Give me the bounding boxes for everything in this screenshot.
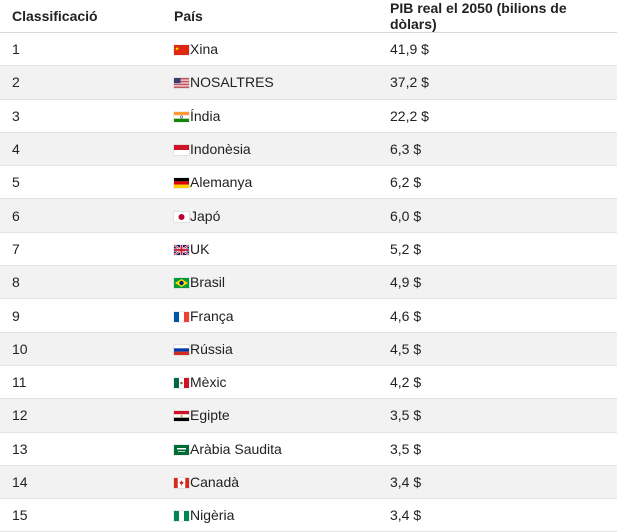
country-name: Xina [190,41,219,58]
gdp-cell: 6,2 $ [380,165,617,200]
germany-flag-icon [174,178,189,189]
rank-cell: 9 [0,298,164,333]
rank-cell: 8 [0,265,164,300]
country-cell: Japó [164,198,380,233]
country-cell: Rússia [164,332,380,366]
table-row: 10 Rússia 4,5 $ [0,332,617,366]
usa-flag-icon [174,78,189,89]
rank-cell: 1 [0,32,164,67]
country-name: Rússia [190,340,233,357]
country-name: Canadà [190,474,240,490]
header-gdp: PIB real el 2050 (bilions de dòlars) [380,0,617,33]
table-row: 5 Alemanya 6,2 $ [0,165,617,200]
country-cell: UK [164,232,380,267]
rank-cell: 13 [0,432,164,466]
saudi-arabia-flag-icon [174,444,189,455]
country-name: Mèxic [190,374,227,391]
gdp-cell: 37,2 $ [380,65,617,100]
table-row: 2 NOSALTRES 37,2 $ [0,65,617,100]
rank-cell: 6 [0,198,164,233]
table-row: 15 Nigèria 3,4 $ [0,498,617,532]
gdp-cell: 6,3 $ [380,132,617,167]
header-country: País [164,0,380,33]
rank-cell: 14 [0,465,164,500]
gdp-cell: 4,2 $ [380,365,617,400]
country-name: Alemanya [190,174,253,191]
table-row: 1 Xina 41,9 $ [0,32,617,67]
rank-cell: 2 [0,65,164,100]
gdp-cell: 3,5 $ [380,432,617,466]
rank-cell: 5 [0,165,164,200]
table-row: 12 Egipte 3,5 $ [0,398,617,433]
nigeria-flag-icon [174,511,189,522]
country-name: Índia [190,107,221,124]
country-name: Brasil [190,274,226,291]
table-row: 6 Japó 6,0 $ [0,198,617,233]
header-rank: Classificació [0,0,164,33]
france-flag-icon [174,311,189,322]
china-flag-icon [174,45,189,56]
country-name: França [190,307,234,324]
country-cell: Xina [164,32,380,67]
country-cell: Alemanya [164,165,380,200]
gdp-cell: 6,0 $ [380,198,617,233]
country-cell: Mèxic [164,365,380,400]
gdp-cell: 22,2 $ [380,99,617,133]
table-row: 14 Canadà 3,4 $ [0,465,617,500]
country-name: Aràbia Saudita [190,440,282,457]
country-name: Egipte [190,407,230,424]
uk-flag-icon [174,244,189,255]
rank-cell: 11 [0,365,164,400]
country-name: Indonèsia [190,141,251,158]
gdp-cell: 4,9 $ [380,265,617,300]
country-name: UK [190,240,210,257]
rank-cell: 7 [0,232,164,267]
brazil-flag-icon [174,278,189,289]
rank-cell: 4 [0,132,164,167]
gdp-cell: 4,5 $ [380,332,617,366]
country-name: NOSALTRES [190,74,274,91]
rank-cell: 10 [0,332,164,366]
table-row: 3 Índia 22,2 $ [0,99,617,133]
indonesia-flag-icon [174,145,189,156]
table-row: 8 Brasil 4,9 $ [0,265,617,300]
russia-flag-icon [174,344,189,355]
rank-cell: 12 [0,398,164,433]
table-header-row: Classificació País PIB real el 2050 (bil… [0,0,617,33]
country-name: Japó [190,207,221,224]
canada-flag-icon [174,478,189,488]
india-flag-icon [174,111,189,122]
country-cell: Nigèria [164,498,380,532]
table-row: 4 Indonèsia 6,3 $ [0,132,617,167]
table-row: 9 França 4,6 $ [0,298,617,333]
japan-flag-icon [174,211,189,222]
country-cell: Índia [164,99,380,133]
country-cell: Egipte [164,398,380,433]
country-cell: Indonèsia [164,132,380,167]
table-row: 13 Aràbia Saudita 3,5 $ [0,432,617,466]
country-cell: NOSALTRES [164,65,380,100]
table-row: 7 UK 5,2 $ [0,232,617,267]
gdp-cell: 3,4 $ [380,498,617,532]
gdp-cell: 3,4 $ [380,465,617,500]
rank-cell: 3 [0,99,164,133]
country-cell: França [164,298,380,333]
table-row: 11 Mèxic 4,2 $ [0,365,617,400]
gdp-cell: 3,5 $ [380,398,617,433]
egypt-flag-icon [174,411,189,422]
country-name: Nigèria [190,507,235,524]
country-cell: Brasil [164,265,380,300]
gdp-cell: 5,2 $ [380,232,617,267]
mexico-flag-icon [174,378,189,389]
gdp-cell: 41,9 $ [380,32,617,67]
gdp-cell: 4,6 $ [380,298,617,333]
country-cell: Canadà [164,465,380,500]
rank-cell: 15 [0,498,164,532]
country-cell: Aràbia Saudita [164,432,380,466]
